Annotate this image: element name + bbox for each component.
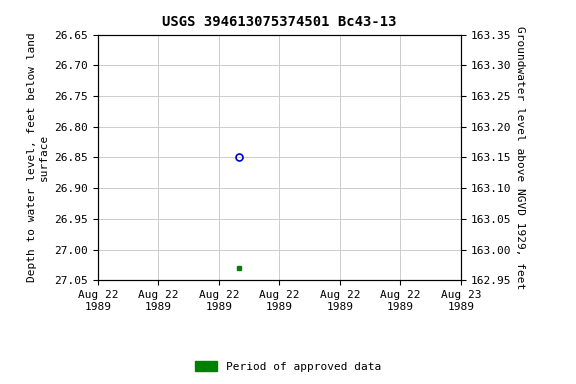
- Y-axis label: Depth to water level, feet below land
surface: Depth to water level, feet below land su…: [27, 33, 49, 282]
- Legend: Period of approved data: Period of approved data: [191, 357, 385, 377]
- Title: USGS 394613075374501 Bc43-13: USGS 394613075374501 Bc43-13: [162, 15, 397, 29]
- Y-axis label: Groundwater level above NGVD 1929, feet: Groundwater level above NGVD 1929, feet: [515, 26, 525, 289]
